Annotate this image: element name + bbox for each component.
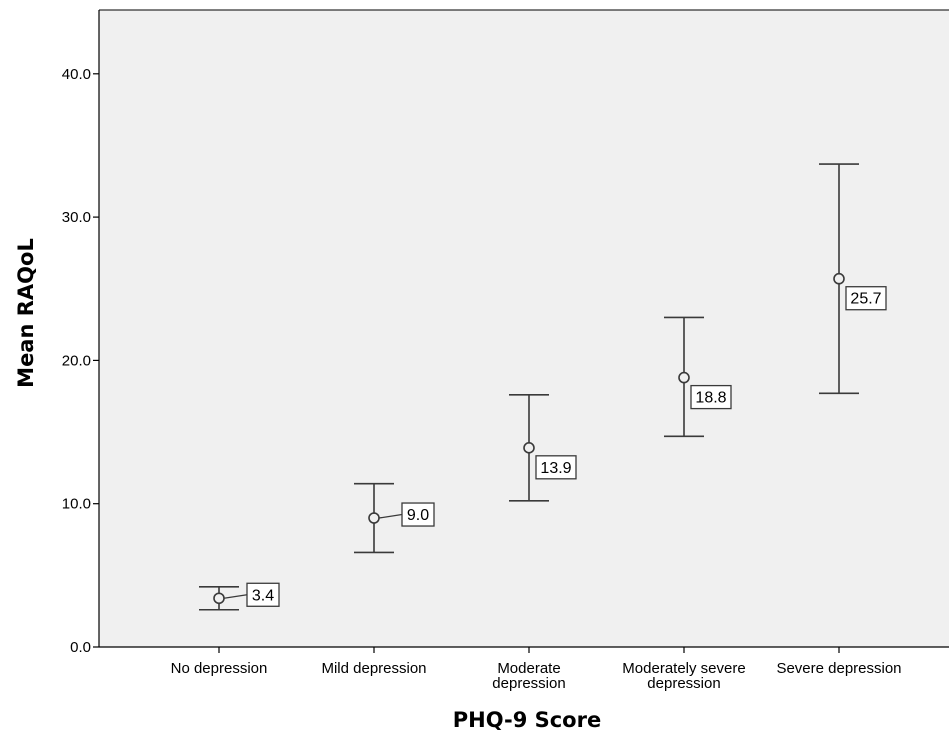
data-label-box bbox=[535, 455, 577, 480]
mean-point bbox=[833, 272, 845, 285]
data-label-box bbox=[690, 384, 732, 410]
y-tick-label: 20.0 bbox=[62, 352, 91, 369]
plot-area bbox=[99, 10, 949, 647]
x-tick-label: No depression bbox=[171, 660, 268, 677]
y-tick-label: 10.0 bbox=[62, 496, 91, 513]
data-label-leader bbox=[378, 513, 403, 519]
data-label: 25.7 bbox=[850, 291, 881, 308]
x-tick-label: Moderate depression bbox=[492, 660, 565, 692]
data-label-box bbox=[246, 582, 280, 607]
mean-point bbox=[678, 371, 690, 384]
x-tick-label: Moderately severe depression bbox=[622, 660, 745, 692]
y-tick-label: 40.0 bbox=[62, 66, 91, 83]
mean-point bbox=[368, 512, 380, 524]
data-label: 18.8 bbox=[695, 390, 726, 407]
y-axis-title: Mean RAQoL bbox=[14, 238, 38, 388]
x-tick-label: Severe depression bbox=[776, 660, 901, 677]
data-label: 9.0 bbox=[407, 507, 429, 524]
data-label: 13.9 bbox=[540, 460, 571, 477]
y-tick-label: 0.0 bbox=[70, 639, 91, 656]
mean-point bbox=[213, 592, 225, 605]
data-label: 3.4 bbox=[252, 587, 274, 604]
x-axis-title: PHQ-9 Score bbox=[453, 708, 601, 732]
mean-point bbox=[523, 442, 535, 454]
data-label-leader bbox=[223, 594, 248, 599]
y-tick-label: 30.0 bbox=[62, 209, 91, 226]
x-tick-label: Mild depression bbox=[321, 660, 426, 677]
data-label-box bbox=[401, 502, 435, 527]
data-label-box bbox=[845, 286, 887, 311]
